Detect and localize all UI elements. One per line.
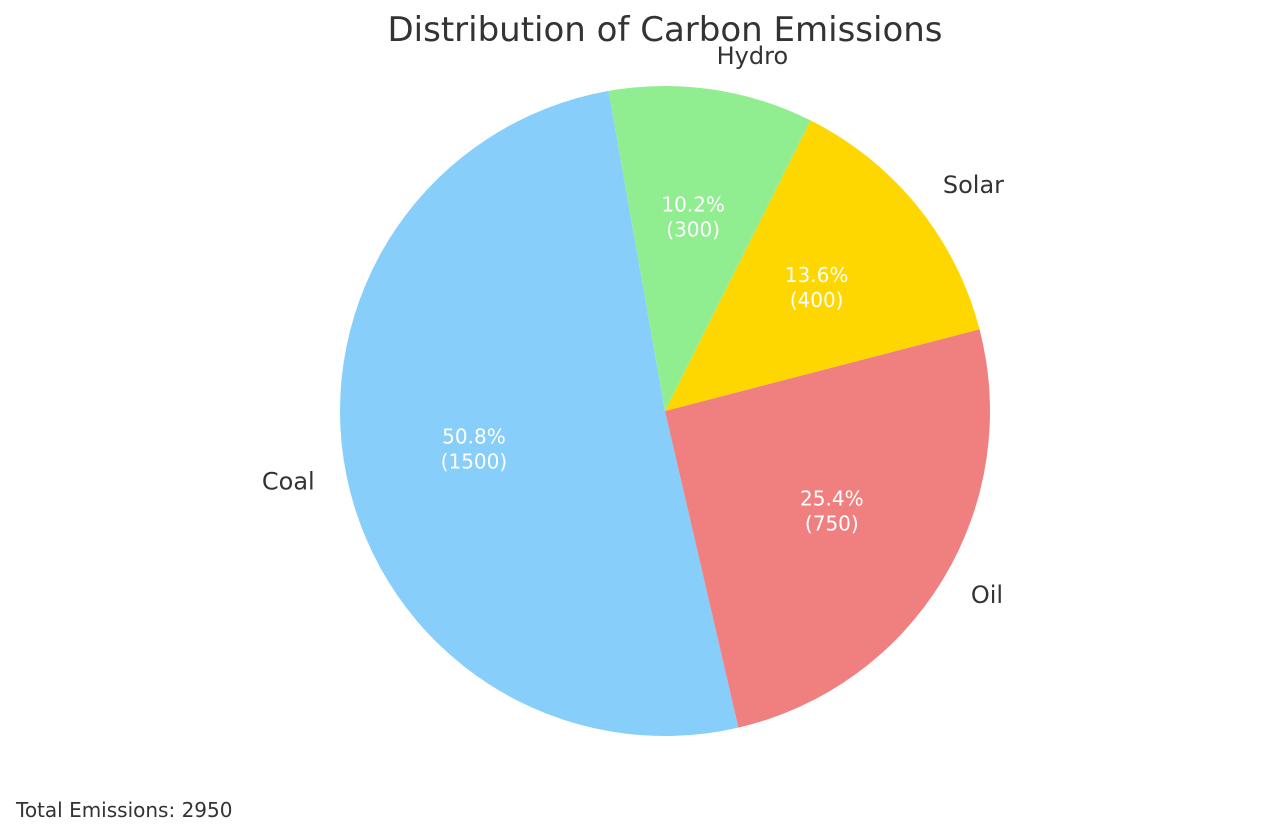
chart-title: Distribution of Carbon Emissions xyxy=(387,10,943,50)
pie-slice-solar xyxy=(665,120,980,411)
category-label-oil: Oil xyxy=(971,581,1003,609)
pie-labels: Coal 50.8%(1500) Oil 25.4%(750) Solar 13.6%(4… xyxy=(262,42,1004,609)
value-label-coal: (1500) xyxy=(441,449,508,473)
pie-slice-oil xyxy=(665,329,990,728)
value-label-hydro: (300) xyxy=(666,218,720,242)
pie-slice-hydro xyxy=(608,85,811,411)
percent-label-oil: 25.4% xyxy=(800,486,864,510)
value-label-oil: (750) xyxy=(805,511,859,535)
pie-slice-coal xyxy=(340,90,739,736)
percent-label-solar: 13.6% xyxy=(785,263,849,287)
category-label-coal: Coal xyxy=(262,467,315,495)
total-emissions-note: Total Emissions: 2950 xyxy=(16,798,233,822)
category-label-solar: Solar xyxy=(943,171,1004,199)
pie-slices xyxy=(340,85,990,736)
value-label-solar: (400) xyxy=(790,288,844,312)
percent-label-coal: 50.8% xyxy=(442,424,506,448)
percent-label-hydro: 10.2% xyxy=(661,193,725,217)
category-label-hydro: Hydro xyxy=(717,42,789,70)
